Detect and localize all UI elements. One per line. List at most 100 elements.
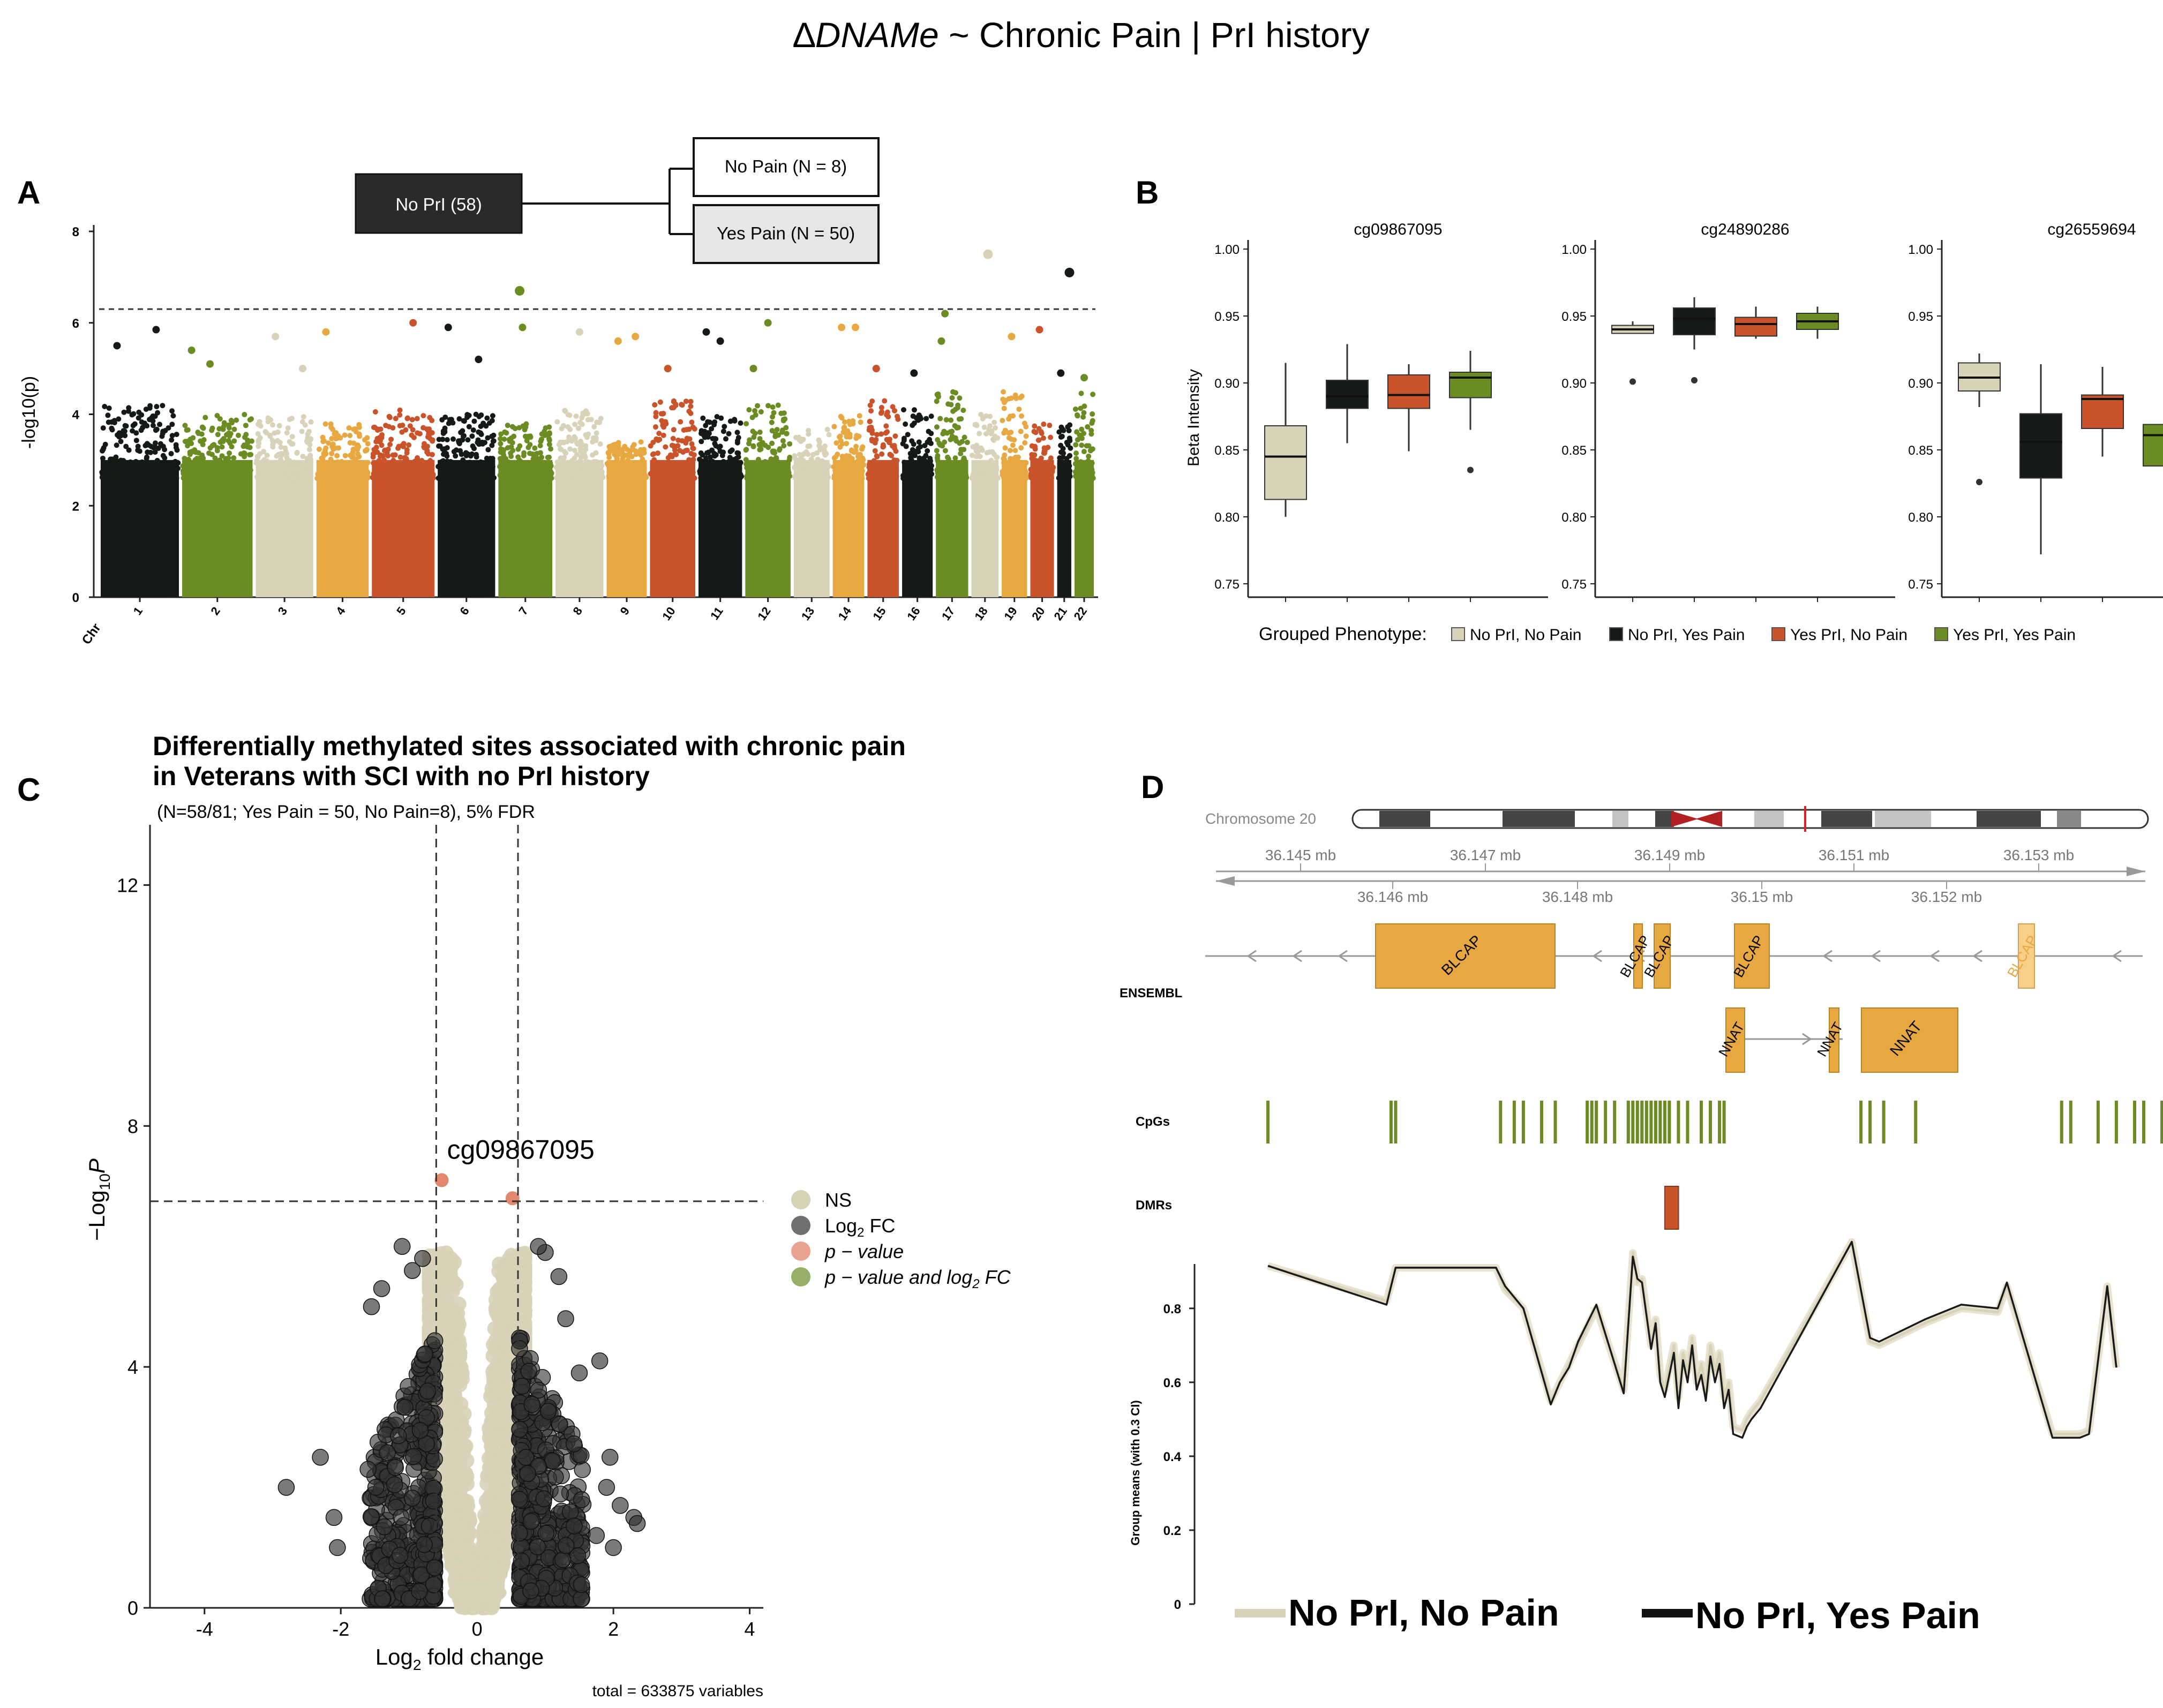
manhattan-point xyxy=(638,439,644,445)
manhattan-point xyxy=(130,428,136,434)
manhattan-point xyxy=(962,475,967,481)
manhattan-point xyxy=(199,461,205,466)
manhattan-point xyxy=(597,441,603,447)
manhattan-point xyxy=(847,431,853,437)
manhattan-point xyxy=(521,450,527,456)
manhattan-top-hit xyxy=(187,346,196,354)
facet-ytick-label: 1.00 xyxy=(1214,243,1240,257)
boxplot-legend-swatch xyxy=(1934,627,1948,641)
manhattan-point xyxy=(129,412,135,418)
manhattan-y-label: -log10(p) xyxy=(19,376,39,449)
manhattan-point xyxy=(160,403,166,409)
manhattan-point xyxy=(952,390,958,396)
manhattan-point xyxy=(538,437,544,442)
manhattan-point xyxy=(891,473,897,479)
manhattan-point xyxy=(420,475,426,481)
manhattan-top-hit xyxy=(272,333,280,341)
manhattan-point xyxy=(826,463,832,469)
manhattan-point xyxy=(923,472,929,478)
manhattan-point xyxy=(867,419,873,425)
manhattan-point xyxy=(874,475,880,481)
manhattan-point xyxy=(1074,412,1080,418)
manhattan-point xyxy=(121,428,126,434)
manhattan-point xyxy=(620,456,626,462)
manhattan-point xyxy=(342,432,348,438)
panel-c-label: C xyxy=(17,772,40,808)
box-outlier xyxy=(1691,377,1698,383)
boxplot-y-label: Beta Intensity xyxy=(1185,369,1203,466)
manhattan-point xyxy=(918,444,923,450)
manhattan-point xyxy=(976,471,982,477)
manhattan-point xyxy=(853,435,859,441)
manhattan-point xyxy=(212,462,217,468)
volcano-subtitle: (N=58/81; Yes Pain = 50, No Pain=8), 5% … xyxy=(157,802,535,822)
manhattan-point xyxy=(537,450,543,456)
manhattan-point xyxy=(660,469,666,475)
manhattan-point xyxy=(440,437,446,442)
manhattan-point xyxy=(192,475,198,481)
manhattan-point xyxy=(963,464,968,470)
manhattan-point xyxy=(130,423,136,428)
manhattan-point xyxy=(276,423,282,428)
manhattan-point xyxy=(114,466,120,472)
manhattan-point xyxy=(594,430,599,436)
manhattan-ytick-label: 6 xyxy=(72,317,79,331)
manhattan-point xyxy=(502,463,508,469)
manhattan-point xyxy=(547,476,553,481)
manhattan-point xyxy=(778,460,784,466)
manhattan-point xyxy=(247,445,253,450)
manhattan-point xyxy=(365,460,371,465)
volcano-ns-point xyxy=(489,1560,505,1576)
manhattan-point xyxy=(374,426,380,432)
manhattan-point xyxy=(484,475,490,481)
manhattan-point xyxy=(1039,430,1045,436)
manhattan-point xyxy=(346,425,352,431)
manhattan-point xyxy=(743,457,749,463)
manhattan-point xyxy=(628,469,634,475)
manhattan-point xyxy=(798,439,804,445)
manhattan-xtick-label: 1 xyxy=(131,605,146,618)
manhattan-point xyxy=(962,434,967,440)
manhattan-point xyxy=(958,450,964,456)
manhattan-point xyxy=(471,418,477,424)
manhattan-point xyxy=(910,423,915,428)
manhattan-point xyxy=(632,475,638,481)
manhattan-point xyxy=(949,395,955,401)
manhattan-point xyxy=(987,413,993,419)
manhattan-point xyxy=(746,475,752,480)
manhattan-point xyxy=(567,426,573,432)
manhattan-point xyxy=(928,466,934,472)
manhattan-point xyxy=(710,473,716,479)
manhattan-point xyxy=(1077,468,1083,473)
manhattan-point xyxy=(275,429,281,435)
manhattan-point xyxy=(227,440,233,446)
manhattan-x-ticks: 1 2 3 4 5 6 7 8 9 10 11 12 13 14 15 16 17 18 19 20 21 22 xyxy=(131,597,1090,623)
manhattan-point xyxy=(613,454,619,460)
manhattan-point xyxy=(169,422,175,427)
manhattan-point xyxy=(479,463,485,469)
manhattan-point xyxy=(614,458,620,464)
box xyxy=(1387,374,1430,409)
manhattan-bulk xyxy=(182,460,253,597)
manhattan-point xyxy=(816,468,822,474)
manhattan-point xyxy=(289,434,295,440)
manhattan-point xyxy=(489,433,495,439)
manhattan-point xyxy=(765,445,771,450)
manhattan-point xyxy=(686,408,692,414)
manhattan-point xyxy=(785,468,791,473)
manhattan-point xyxy=(772,450,778,456)
manhattan-point xyxy=(824,472,830,478)
manhattan-point xyxy=(1083,469,1088,475)
manhattan-top-hit xyxy=(664,365,672,373)
manhattan-point xyxy=(787,454,793,460)
manhattan-point xyxy=(554,459,560,465)
manhattan-point xyxy=(407,423,413,429)
manhattan-point xyxy=(901,435,907,441)
volcano-title-2: in Veterans with SCI with no PrI history xyxy=(153,761,650,791)
volcano-ns-point xyxy=(462,1525,478,1541)
manhattan-point xyxy=(502,429,508,435)
manhattan-point xyxy=(615,467,621,473)
manhattan-point xyxy=(1073,456,1079,462)
manhattan-point xyxy=(582,455,588,461)
manhattan-point xyxy=(653,410,659,416)
